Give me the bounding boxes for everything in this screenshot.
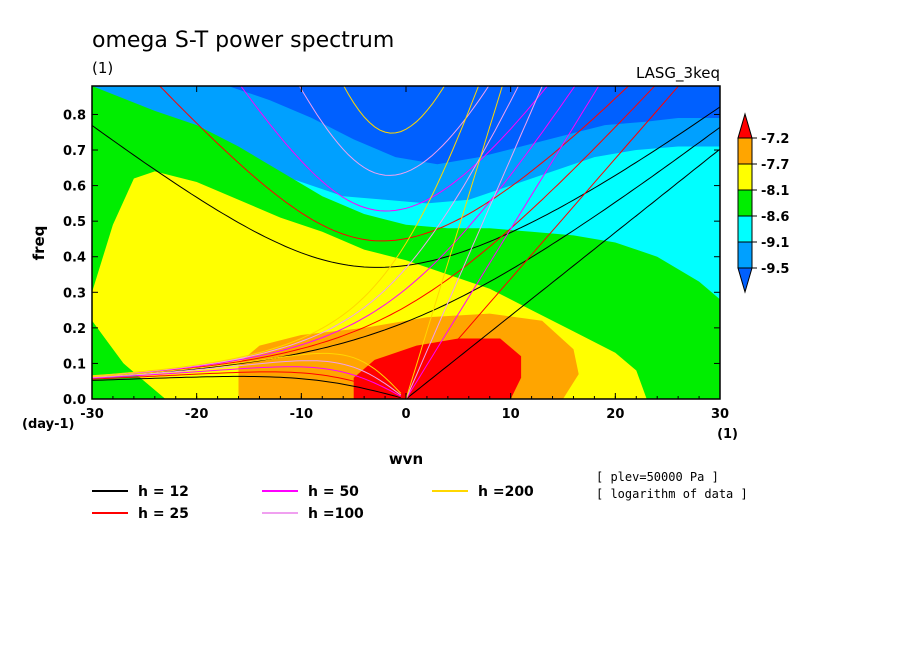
x-tick-label: -30 xyxy=(80,407,104,422)
x-tick-label: 0 xyxy=(401,407,410,422)
colorbar-label: -7.2 xyxy=(761,132,789,147)
y-unit-label: (day-1) xyxy=(22,417,74,432)
mrg-curve-h50 xyxy=(92,86,576,377)
chart-title: omega S-T power spectrum xyxy=(92,28,394,53)
subtitle-left: (1) xyxy=(92,59,113,77)
legend-label: h = 12 xyxy=(138,484,189,500)
colorbar-segment xyxy=(737,215,753,243)
x-unit-label: (1) xyxy=(717,427,738,442)
legend-label: h = 50 xyxy=(308,484,359,500)
band-red xyxy=(353,338,522,399)
rossby-curve-h12 xyxy=(92,375,401,399)
kelvin-curve-h50 xyxy=(405,86,600,399)
legend-label: h =200 xyxy=(478,484,534,500)
mrg-curve-h200 xyxy=(92,86,480,377)
x-axis-label: wvn xyxy=(389,450,423,468)
colorbar-label: -7.7 xyxy=(761,158,789,173)
rossby-curve-h100 xyxy=(92,360,402,396)
y-tick-label: 0.5 xyxy=(63,215,86,230)
y-tick-label: 0.7 xyxy=(63,144,86,159)
rossby-curve-h25 xyxy=(92,371,401,398)
x-tick-label: -20 xyxy=(185,407,209,422)
ig-curve-h100 xyxy=(298,86,490,176)
y-tick-label: 0.2 xyxy=(63,322,86,337)
x-tick-label: 30 xyxy=(711,407,729,422)
colorbar-label: -8.1 xyxy=(761,184,789,199)
kelvin-curve-h12 xyxy=(405,148,720,399)
y-axis-label: freq xyxy=(30,226,48,261)
note-plev: [ plev=50000 Pa ] xyxy=(596,470,719,484)
colorbar-top-triangle xyxy=(737,112,753,139)
colorbar-segment xyxy=(737,163,753,191)
mrg-curve-h100 xyxy=(92,86,519,377)
ig-curve-h12 xyxy=(92,106,720,268)
kelvin-curve-h100 xyxy=(405,86,543,399)
mrg-curve-h25 xyxy=(92,86,656,378)
kelvin-curve-h200 xyxy=(405,86,503,399)
ig-curve-h50 xyxy=(240,86,548,212)
ig-curve-h25 xyxy=(159,86,630,242)
colorbar-label: -9.5 xyxy=(761,262,789,277)
mrg-curve-h12 xyxy=(92,126,720,378)
y-tick-label: 0.6 xyxy=(63,180,86,195)
note-log: [ logarithm of data ] xyxy=(596,487,748,501)
x-tick-label: -10 xyxy=(290,407,314,422)
y-tick-label: 0.8 xyxy=(63,108,86,123)
colorbar: -7.2 -7.7 -8.1 -8.6 -9.1 -9.5 xyxy=(737,112,789,294)
colorbar-segment xyxy=(737,137,753,165)
rossby-curve-h200 xyxy=(92,352,402,394)
kelvin-curve-h25 xyxy=(405,86,680,399)
colorbar-bottom-triangle xyxy=(737,267,753,294)
plot-area xyxy=(92,86,720,399)
ig-curve-h200 xyxy=(343,86,445,134)
colorbar-segment xyxy=(737,189,753,217)
rossby-curve-h50 xyxy=(92,366,402,397)
colorbar-label: -9.1 xyxy=(761,236,789,251)
legend-label: h =100 xyxy=(308,506,364,522)
y-tick-label: 0.0 xyxy=(63,393,86,408)
x-tick-label: 20 xyxy=(606,407,624,422)
legend: h = 12 h = 25 h = 50 h =100 h =200 xyxy=(92,484,534,522)
colorbar-segment xyxy=(737,241,753,269)
y-tick-label: 0.1 xyxy=(63,357,86,372)
colorbar-label: -8.6 xyxy=(761,210,789,225)
x-tick-label: 10 xyxy=(502,407,520,422)
legend-label: h = 25 xyxy=(138,506,189,522)
y-tick-label: 0.3 xyxy=(63,286,86,301)
y-tick-label: 0.4 xyxy=(63,251,86,266)
subtitle-right: LASG_3keq xyxy=(636,64,720,83)
